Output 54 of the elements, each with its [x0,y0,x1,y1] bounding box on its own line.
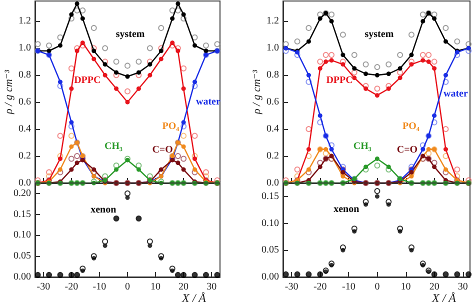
y-tick-label: 0.05 [14,250,31,262]
series-label: DPPC [74,75,101,86]
x-tick-label: -10 [92,282,106,292]
x-tick-label: 30 [206,282,217,292]
series-label: DPPC [326,75,353,86]
x-tick-label: -30 [36,282,50,292]
y-tick-label: 0.4 [18,124,31,135]
x-tick-label: 10 [150,282,161,292]
y-axis-title: ρ / g cm⁻³ [3,69,15,116]
y-tick-label: 0.8 [266,70,279,81]
x-tick-label: -30 [284,282,298,292]
x-tick-label: 0 [374,282,380,292]
y-tick-label: 1.0 [18,42,31,54]
x-tick-label: -20 [64,282,78,292]
x-axis-title: X / Å [181,291,207,302]
series-label: C=O [152,144,174,156]
series-label: xenon [90,204,117,216]
y-tick-label: 0.2 [18,150,31,162]
y-tick-label: 0.20 [14,188,31,199]
series-label: system [116,29,146,40]
series-label: PO₄ [402,120,420,132]
y-tick-label: 0.10 [14,230,31,241]
series-label: C=O [396,144,418,156]
x-tick-label: -20 [313,282,327,292]
y-tick-label: 0.15 [14,208,31,220]
y-tick-label: 0.05 [262,244,279,256]
y-tick-label: 0.6 [18,96,31,108]
x-axis-title: X / Å [431,291,457,302]
y-tick-label: 0.6 [266,96,279,108]
y-tick-label: 1.2 [18,16,31,27]
y-tick-label: 0.4 [266,124,279,135]
y-tick-label: 0.10 [262,218,279,229]
y-tick-label: 1.2 [266,16,279,27]
x-tick-label: 20 [178,282,189,292]
x-tick-label: 30 [458,282,468,292]
y-tick-label: 0.00 [262,272,279,282]
series-label: CH₃ [104,141,122,152]
series-label: water [444,88,468,100]
y-tick-label: 0.0 [18,178,31,188]
x-tick-label: 0 [125,282,130,292]
y-tick-label: 0.8 [18,70,31,81]
y-tick-label: 0.15 [262,190,279,202]
series-label: xenon [334,204,360,215]
text: system [364,29,394,40]
y-tick-label: 1.0 [266,42,279,54]
y-tick-label: 0.0 [266,178,279,188]
y-axis-title: ρ / g cm⁻³ [251,69,263,116]
series-label: CH₃ [353,141,372,152]
series-label: PO₄ [162,120,180,132]
y-tick-label: 0.00 [14,272,31,282]
y-tick-label: 0.2 [266,150,279,162]
x-tick-label: 20 [429,282,440,292]
x-tick-label: -10 [342,282,356,292]
x-tick-label: 10 [400,282,411,292]
